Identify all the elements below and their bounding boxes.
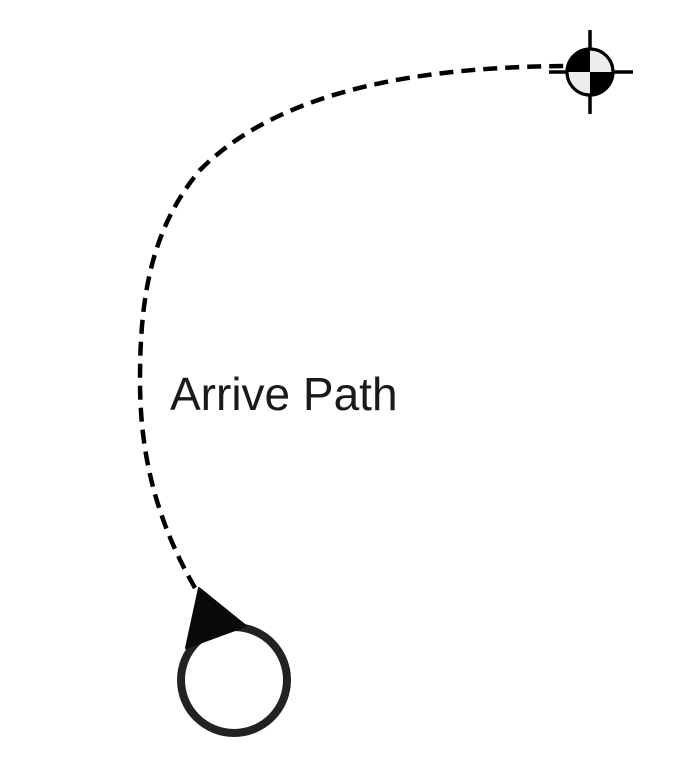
arrive-path-curve [137,63,586,590]
path-label: Arrive Path [170,368,398,420]
target-crosshair-icon [549,30,633,114]
heading-triangle-icon [185,587,247,649]
agent-start-marker [177,587,291,737]
